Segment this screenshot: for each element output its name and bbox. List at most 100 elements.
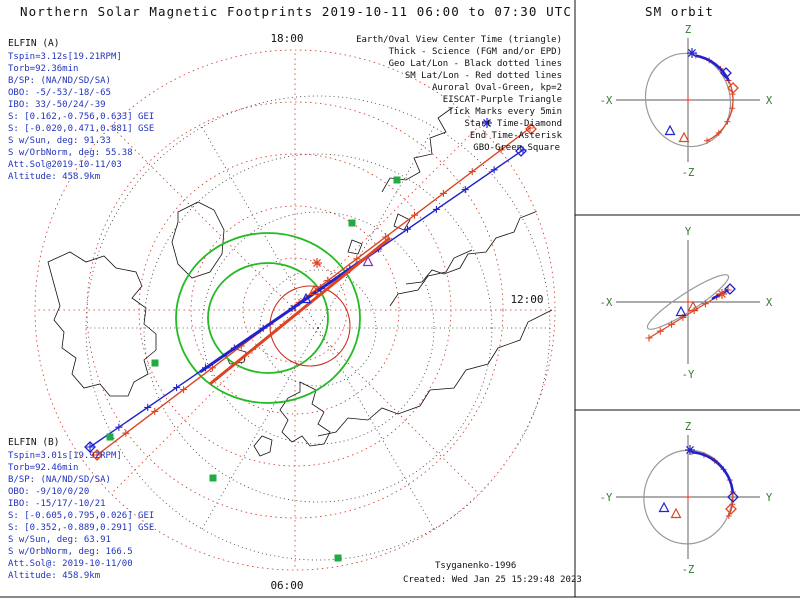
marker-diamond — [515, 145, 527, 157]
legend-line: EISCAT-Purple Triangle — [443, 95, 562, 105]
marker-triangle — [362, 255, 374, 267]
elfin-b-line: S: [-0.605,0.795,0.026] GEI — [8, 511, 154, 521]
marker-square — [348, 219, 356, 227]
elfin-b-info: ELFIN (B) Tspin=3.01s[19.92RPM] Torb=92.… — [8, 437, 154, 581]
elfin-b-line: Altitude: 458.9km — [8, 571, 100, 581]
marker-triangle — [687, 300, 699, 312]
sm-orbit-panels — [616, 38, 760, 559]
elfin-a-line: OBO: -5/-53/-18/-65 — [8, 88, 111, 98]
axis-label: X — [766, 297, 773, 309]
clock-label-right: 12:00 — [510, 293, 543, 306]
orbit-panel-1 — [616, 240, 760, 364]
legend-line: Thick - Science (FGM and/or EPD) — [389, 47, 562, 57]
elfin-a-line: Att.Sol@2019-10-11/03 — [8, 160, 122, 170]
marker-diamond — [525, 123, 537, 135]
elfin-a-line: S: [0.162,-0.756,0.633] GEI — [8, 112, 154, 122]
orbit-panel-0 — [616, 38, 760, 162]
marker-triangle — [664, 124, 676, 136]
legend-line-gbo: GBO-Green Square — [473, 143, 560, 153]
footprint-tracks — [84, 118, 537, 562]
created-timestamp: Created: Wed Jan 25 15:29:48 2023 — [403, 575, 582, 585]
coastline-siberia — [405, 209, 541, 285]
coastline-svalbard — [347, 239, 363, 255]
marker-triangle — [675, 305, 687, 317]
marker-diamond — [727, 491, 739, 503]
elfin-b-line: Torb=92.46min — [8, 463, 78, 473]
elfin-a-line: Tspin=3.12s[19.21RPM] — [8, 52, 122, 62]
coastline-eurasia-south — [317, 309, 553, 437]
auroral-oval — [175, 232, 361, 404]
marker-square — [151, 359, 159, 367]
clock-label-top: 18:00 — [270, 32, 303, 45]
track-elfin-b-science-thick — [209, 236, 391, 386]
elfin-b-line: OBO: -9/10/0/20 — [8, 487, 89, 497]
elfin-a-line: Torb=92.36min — [8, 64, 78, 74]
marker-triangle — [678, 131, 690, 143]
elfin-a-line: S: [-0.020,0.471,0.881] GSE — [8, 124, 154, 134]
elfin-b-line: IBO: -15/17/-10/21 — [8, 499, 106, 509]
legend-line: End Time-Asterisk — [470, 131, 563, 141]
axis-label: Y — [685, 226, 692, 238]
coastline-arctic-russia — [389, 249, 473, 307]
legend-line: Start Time-Diamond — [464, 119, 562, 129]
elfin-b-line: Tspin=3.01s[19.92RPM] — [8, 451, 122, 461]
grid — [85, 95, 551, 561]
elfin-a-line: Altitude: 458.9km — [8, 172, 100, 182]
legend: Earth/Oval View Center Time (triangle) T… — [356, 35, 562, 153]
marker-square — [209, 474, 217, 482]
marker-diamond — [720, 67, 732, 79]
orbit-panel-2 — [616, 435, 760, 559]
legend-line: SM Lat/Lon - Red dotted lines — [405, 71, 562, 81]
track-elfin-b-footprint — [93, 124, 534, 459]
coastline-novaya-zemlya — [393, 213, 411, 231]
legend-line: Tick Marks every 5min — [448, 107, 562, 117]
coastline-britain — [253, 435, 273, 457]
elfin-a-info: ELFIN (A) Tspin=3.12s[19.21RPM] Torb=92.… — [8, 38, 154, 182]
marker-square — [393, 176, 401, 184]
elfin-a-line: S w/Sun, deg: 91.33 — [8, 136, 111, 146]
elfin-b-line: Att.Sol@: 2019-10-11/00 — [8, 559, 133, 569]
marker-triangle — [658, 501, 670, 513]
coastline-north-america — [47, 251, 157, 397]
marker-triangle — [670, 507, 682, 519]
axis-label: -Z — [682, 167, 695, 179]
axis-label: Z — [685, 24, 691, 36]
axis-label: -X — [600, 297, 613, 309]
axis-label: -X — [600, 95, 613, 107]
elfin-a-label: ELFIN (A) — [8, 38, 59, 49]
axis-label: X — [766, 95, 773, 107]
elfin-b-label: ELFIN (B) — [8, 437, 59, 448]
marker-diamond — [727, 82, 739, 94]
model-credit: Tsyganenko-1996 — [435, 561, 516, 571]
axis-label: Y — [766, 492, 773, 504]
marker-asterisk — [312, 258, 322, 268]
legend-line: Geo Lat/Lon - Black dotted lines — [389, 59, 562, 69]
coastlines — [47, 107, 553, 457]
orbit-panel-axis-labels: Z -Z -X X Y -Y -X X Z -Z -Y Y — [600, 24, 773, 576]
sm-orbit-title: SM orbit — [645, 4, 714, 19]
elfin-b-line: S w/Sun, deg: 63.91 — [8, 535, 111, 545]
marker-square — [106, 433, 114, 441]
marker-asterisk — [687, 48, 697, 58]
marker-diamond — [84, 441, 96, 453]
page-title: Northern Solar Magnetic Footprints 2019-… — [20, 4, 572, 19]
marker-asterisk — [685, 445, 695, 455]
axis-label: -Z — [682, 564, 695, 576]
coastline-greenland — [171, 201, 225, 279]
marker-triangle — [308, 284, 320, 296]
polar-map — [34, 49, 556, 571]
marker-asterisk — [482, 118, 492, 128]
map-grids — [34, 49, 556, 571]
elfin-b-line: S: [0.352,-0.889,0.291] GSE — [8, 523, 154, 533]
elfin-b-line: B/SP: (NA/ND/SD/SA) — [8, 475, 111, 485]
clock-label-bottom: 06:00 — [270, 579, 303, 592]
axis-label: Z — [685, 421, 691, 433]
elfin-a-line: B/SP: (NA/ND/SD/SA) — [8, 76, 111, 86]
marker-square — [334, 554, 342, 562]
marker-diamond — [724, 283, 736, 295]
coastline-chukotka — [381, 107, 453, 193]
marker-triangle — [300, 292, 312, 304]
legend-line: Auroral Oval-Green, kp=2 — [432, 83, 562, 93]
